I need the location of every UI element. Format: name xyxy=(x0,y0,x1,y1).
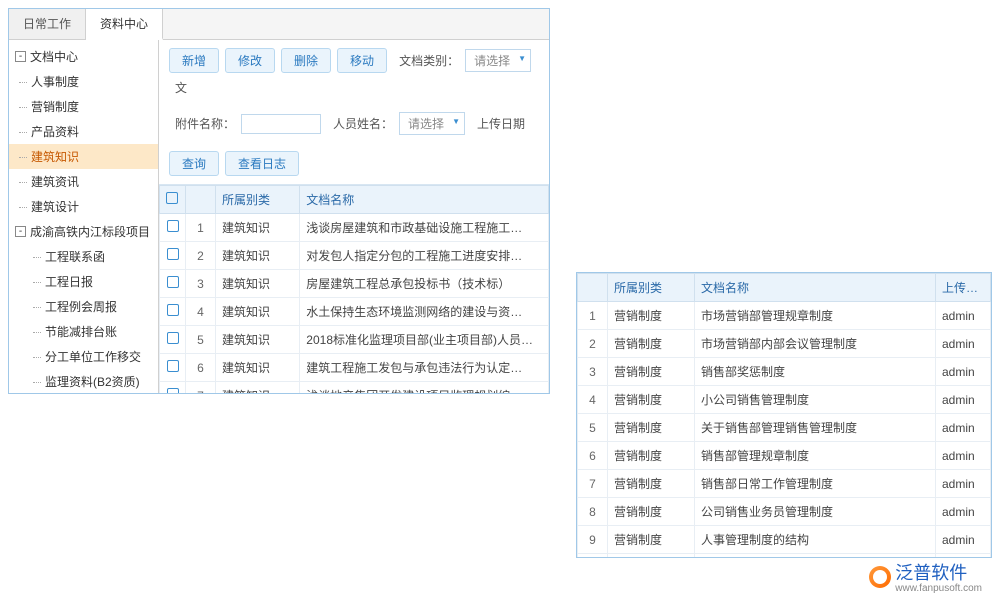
tree-item[interactable]: 工程日报 xyxy=(9,269,158,294)
table-row[interactable]: 5建筑知识2018标准化监理项目部(业主项目部)人员… xyxy=(160,326,549,354)
tree-item[interactable]: 分工单位工作移交 xyxy=(9,344,158,369)
table-row[interactable]: 1营销制度市场营销部管理规章制度admin xyxy=(578,302,991,330)
table-row[interactable]: 3营销制度销售部奖惩制度admin xyxy=(578,358,991,386)
btn-edit[interactable]: 修改 xyxy=(225,48,275,73)
brand-logo: 泛普软件 www.fanpusoft.com xyxy=(869,559,982,594)
btn-query[interactable]: 查询 xyxy=(169,151,219,176)
btn-add[interactable]: 新增 xyxy=(169,48,219,73)
label-person: 人员姓名： xyxy=(333,115,393,132)
checkbox-all[interactable] xyxy=(166,192,178,204)
table-row[interactable]: 1建筑知识浅谈房屋建筑和市政基础设施工程施工… xyxy=(160,214,549,242)
logo-url: www.fanpusoft.com xyxy=(895,583,982,594)
table-row[interactable]: 7营销制度销售部日常工作管理制度admin xyxy=(578,470,991,498)
table-row[interactable]: 10营销制度公司员工考勤管理制度admin xyxy=(578,554,991,558)
checkbox-row[interactable] xyxy=(167,248,179,260)
table-row[interactable]: 4建筑知识水土保持生态环境监测网络的建设与资… xyxy=(160,298,549,326)
panel-document-center: 日常工作 资料中心 - 文档中心 人事制度营销制度产品资料建筑知识建筑资讯建筑设… xyxy=(8,8,550,394)
tree-collapse-icon[interactable]: - xyxy=(15,226,26,237)
table-row[interactable]: 2建筑知识对发包人指定分包的工程施工进度安排… xyxy=(160,242,549,270)
tree-item[interactable]: 建筑资讯 xyxy=(9,169,158,194)
table-row[interactable]: 9营销制度人事管理制度的结构admin xyxy=(578,526,991,554)
toolbar-row2: 附件名称： 人员姓名： 请选择 上传日期 xyxy=(159,104,549,143)
tree-project-root[interactable]: - 成渝高铁内江标段项目 xyxy=(9,219,158,244)
tree-item[interactable]: 工程例会周报 xyxy=(9,294,158,319)
tree-item[interactable]: 建筑知识 xyxy=(9,144,158,169)
grid-sales: 所属别类 文档名称 上传… 1营销制度市场营销部管理规章制度admin2营销制度… xyxy=(577,273,991,557)
tab-data-center[interactable]: 资料中心 xyxy=(86,9,163,40)
label-attachment: 附件名称： xyxy=(175,115,235,132)
main-area: 新增 修改 删除 移动 文档类别： 请选择 文 附件名称： 人员姓名： 请选择 … xyxy=(159,40,549,394)
tree-item[interactable]: 工程联系函 xyxy=(9,244,158,269)
tree-item[interactable]: 节能减排台账 xyxy=(9,319,158,344)
tree-item[interactable]: 营销制度 xyxy=(9,94,158,119)
select-person[interactable]: 请选择 xyxy=(399,112,465,135)
panel-sales-docs: 所属别类 文档名称 上传… 1营销制度市场营销部管理规章制度admin2营销制度… xyxy=(576,272,992,558)
col-docname[interactable]: 文档名称 xyxy=(300,186,549,214)
table-row[interactable]: 2营销制度市场营销部内部会议管理制度admin xyxy=(578,330,991,358)
input-attachment[interactable] xyxy=(241,114,321,134)
checkbox-row[interactable] xyxy=(167,220,179,232)
col-docname[interactable]: 文档名称 xyxy=(695,274,936,302)
tree-item[interactable]: 产品资料 xyxy=(9,119,158,144)
btn-delete[interactable]: 删除 xyxy=(281,48,331,73)
checkbox-row[interactable] xyxy=(167,332,179,344)
label-upload-date: 上传日期 xyxy=(477,115,525,132)
select-doctype[interactable]: 请选择 xyxy=(465,49,531,72)
checkbox-row[interactable] xyxy=(167,360,179,372)
btn-move[interactable]: 移动 xyxy=(337,48,387,73)
toolbar-row3: 查询 查看日志 xyxy=(159,143,549,184)
label-doctype: 文档类别： xyxy=(399,52,459,69)
tree-item[interactable]: 监理资料(B2资质) xyxy=(9,369,158,394)
tree-item[interactable]: 人事制度 xyxy=(9,69,158,94)
checkbox-row[interactable] xyxy=(167,304,179,316)
col-uploader[interactable]: 上传… xyxy=(936,274,991,302)
col-num xyxy=(578,274,608,302)
tab-daily-work[interactable]: 日常工作 xyxy=(9,9,86,39)
tree-root-doc-center[interactable]: - 文档中心 xyxy=(9,44,158,69)
col-category[interactable]: 所属别类 xyxy=(216,186,300,214)
table-row[interactable]: 8营销制度公司销售业务员管理制度admin xyxy=(578,498,991,526)
nav-tree: - 文档中心 人事制度营销制度产品资料建筑知识建筑资讯建筑设计 - 成渝高铁内江… xyxy=(9,40,159,394)
tree-item[interactable]: 建筑设计 xyxy=(9,194,158,219)
btn-viewlog[interactable]: 查看日志 xyxy=(225,151,299,176)
checkbox-row[interactable] xyxy=(167,388,179,394)
grid-documents: 所属别类 文档名称 1建筑知识浅谈房屋建筑和市政基础设施工程施工…2建筑知识对发… xyxy=(159,184,549,394)
table-row[interactable]: 3建筑知识房屋建筑工程总承包投标书（技术标） xyxy=(160,270,549,298)
table-row[interactable]: 4营销制度小公司销售管理制度admin xyxy=(578,386,991,414)
tree-collapse-icon[interactable]: - xyxy=(15,51,26,62)
toolbar-row1: 新增 修改 删除 移动 文档类别： 请选择 文 xyxy=(159,40,549,104)
table-row[interactable]: 7建筑知识浅谈地产集团开发建设项目监理规划编… xyxy=(160,382,549,395)
table-row[interactable]: 6营销制度销售部管理规章制度admin xyxy=(578,442,991,470)
col-category[interactable]: 所属别类 xyxy=(608,274,695,302)
label-wen: 文 xyxy=(175,79,187,96)
checkbox-row[interactable] xyxy=(167,276,179,288)
table-row[interactable]: 5营销制度关于销售部管理销售管理制度admin xyxy=(578,414,991,442)
table-row[interactable]: 6建筑知识建筑工程施工发包与承包违法行为认定… xyxy=(160,354,549,382)
logo-brand: 泛普软件 xyxy=(895,559,982,585)
logo-icon xyxy=(869,566,891,588)
tab-bar: 日常工作 资料中心 xyxy=(9,9,549,40)
